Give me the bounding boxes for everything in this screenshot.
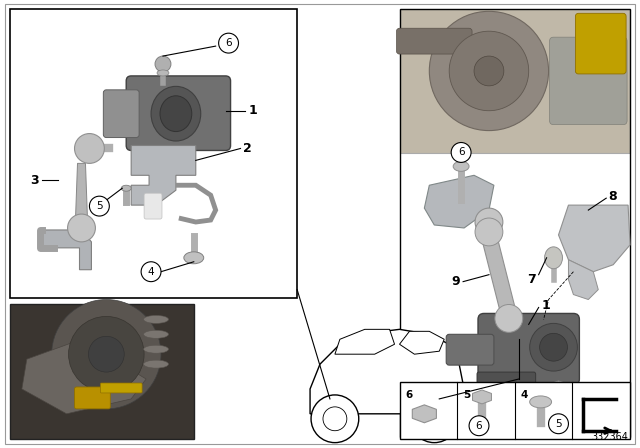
- Polygon shape: [335, 329, 394, 354]
- FancyBboxPatch shape: [575, 13, 626, 74]
- Ellipse shape: [184, 252, 204, 264]
- Text: 1: 1: [248, 104, 257, 117]
- FancyBboxPatch shape: [126, 76, 230, 151]
- FancyBboxPatch shape: [446, 334, 494, 365]
- Circle shape: [74, 134, 104, 164]
- Text: 7: 7: [527, 273, 536, 286]
- Polygon shape: [399, 332, 444, 354]
- Ellipse shape: [160, 96, 192, 132]
- Ellipse shape: [143, 330, 168, 338]
- Circle shape: [475, 218, 503, 246]
- Circle shape: [323, 407, 347, 431]
- Text: 3: 3: [30, 174, 39, 187]
- FancyBboxPatch shape: [550, 37, 627, 125]
- Polygon shape: [549, 381, 568, 393]
- Text: 2: 2: [243, 142, 252, 155]
- Polygon shape: [559, 205, 630, 271]
- Bar: [10, 9, 297, 297]
- Text: 6: 6: [225, 38, 232, 48]
- Bar: [399, 382, 630, 439]
- Polygon shape: [568, 260, 598, 300]
- Circle shape: [540, 333, 568, 361]
- FancyBboxPatch shape: [496, 393, 508, 411]
- FancyBboxPatch shape: [100, 383, 142, 393]
- Circle shape: [449, 31, 529, 111]
- Text: 9: 9: [451, 275, 460, 288]
- Text: 1: 1: [541, 299, 550, 312]
- Circle shape: [68, 316, 144, 392]
- Circle shape: [475, 208, 503, 236]
- Polygon shape: [472, 390, 492, 404]
- Circle shape: [451, 142, 471, 162]
- Ellipse shape: [530, 396, 552, 408]
- Ellipse shape: [143, 315, 168, 323]
- FancyBboxPatch shape: [103, 90, 139, 138]
- Circle shape: [90, 196, 109, 216]
- Circle shape: [219, 33, 239, 53]
- Text: 332364: 332364: [591, 431, 628, 442]
- Text: 4: 4: [521, 390, 528, 400]
- Bar: [399, 9, 630, 154]
- Polygon shape: [412, 405, 436, 423]
- Circle shape: [548, 414, 568, 434]
- Bar: [10, 305, 194, 439]
- Ellipse shape: [157, 70, 169, 76]
- Circle shape: [141, 262, 161, 282]
- FancyBboxPatch shape: [477, 372, 536, 394]
- Polygon shape: [76, 164, 88, 218]
- Circle shape: [422, 407, 446, 431]
- Polygon shape: [310, 329, 464, 414]
- Polygon shape: [468, 397, 490, 411]
- Text: 8: 8: [608, 190, 617, 202]
- FancyBboxPatch shape: [74, 387, 110, 409]
- Ellipse shape: [121, 185, 131, 191]
- FancyBboxPatch shape: [144, 193, 162, 219]
- Ellipse shape: [143, 360, 168, 368]
- Text: 6: 6: [458, 147, 465, 157]
- Circle shape: [495, 305, 523, 332]
- Circle shape: [469, 416, 489, 435]
- Text: 5: 5: [96, 201, 102, 211]
- Circle shape: [429, 11, 548, 130]
- Text: 4: 4: [148, 267, 154, 277]
- Ellipse shape: [151, 86, 201, 141]
- Polygon shape: [42, 230, 92, 270]
- Text: 5: 5: [463, 390, 470, 400]
- Text: 5: 5: [555, 419, 562, 429]
- Circle shape: [155, 56, 171, 72]
- Circle shape: [474, 56, 504, 86]
- Circle shape: [311, 395, 359, 443]
- Circle shape: [410, 395, 458, 443]
- Circle shape: [68, 214, 95, 242]
- Polygon shape: [22, 339, 146, 414]
- Polygon shape: [131, 146, 196, 205]
- FancyBboxPatch shape: [397, 28, 472, 54]
- Polygon shape: [481, 236, 516, 314]
- Circle shape: [530, 323, 577, 371]
- Ellipse shape: [545, 247, 563, 269]
- Circle shape: [52, 300, 161, 409]
- Text: 6: 6: [476, 421, 483, 431]
- Polygon shape: [424, 175, 494, 228]
- Text: 6: 6: [406, 390, 413, 400]
- Circle shape: [88, 336, 124, 372]
- FancyBboxPatch shape: [478, 314, 579, 385]
- Bar: [399, 9, 630, 437]
- Ellipse shape: [453, 161, 469, 171]
- Ellipse shape: [143, 345, 168, 353]
